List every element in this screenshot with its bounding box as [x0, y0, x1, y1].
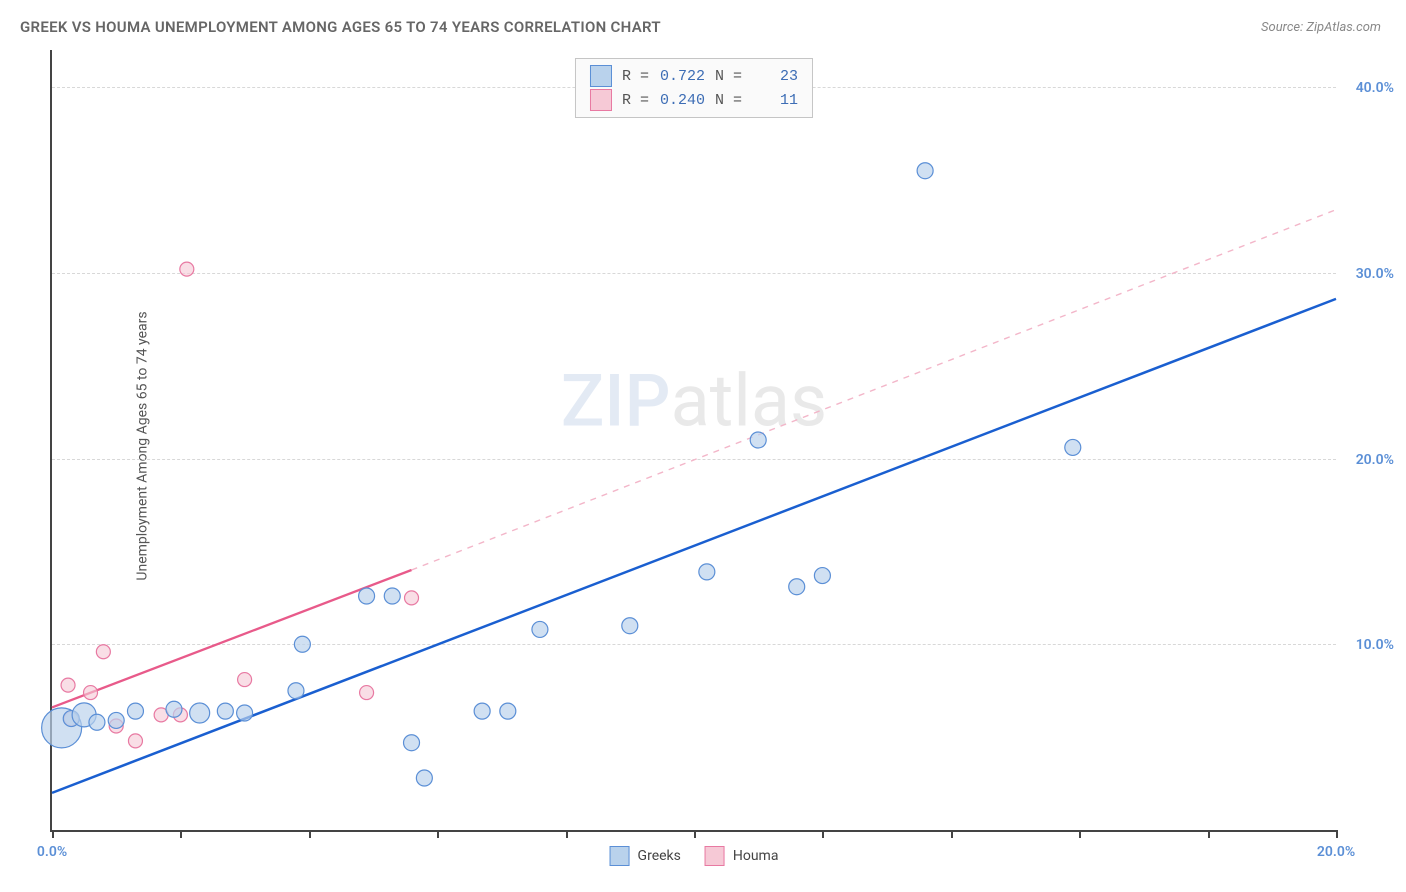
r-value-houma: 0.240: [659, 92, 705, 109]
legend-swatch-houma: [705, 846, 725, 866]
chart-title: GREEK VS HOUMA UNEMPLOYMENT AMONG AGES 6…: [20, 18, 661, 36]
data-point-greeks: [474, 703, 490, 719]
x-tick-label: 20.0%: [1317, 844, 1355, 860]
bottom-legend: Greeks Houma: [610, 846, 779, 866]
data-point-greeks: [127, 703, 143, 719]
x-tick: [437, 830, 439, 838]
data-point-greeks: [814, 568, 830, 584]
data-point-greeks: [384, 588, 400, 604]
stats-legend-row: R = 0.722 N = 23: [590, 65, 798, 87]
data-point-houma: [128, 734, 142, 748]
data-point-greeks: [789, 579, 805, 595]
data-point-greeks: [532, 621, 548, 637]
data-point-houma: [180, 262, 194, 276]
data-point-houma: [405, 591, 419, 605]
data-point-greeks: [294, 636, 310, 652]
trend-line: [412, 210, 1336, 570]
data-point-greeks: [500, 703, 516, 719]
x-tick: [309, 830, 311, 838]
y-tick-label: 10.0%: [1356, 637, 1394, 653]
data-point-greeks: [699, 564, 715, 580]
data-point-houma: [96, 645, 110, 659]
n-value-greeks: 23: [752, 68, 798, 85]
x-tick: [566, 830, 568, 838]
data-point-houma: [61, 678, 75, 692]
data-point-greeks: [416, 770, 432, 786]
data-point-greeks: [190, 703, 210, 723]
data-point-greeks: [166, 701, 182, 717]
y-tick-label: 20.0%: [1356, 452, 1394, 468]
legend-item-houma: Houma: [705, 846, 779, 866]
x-tick: [951, 830, 953, 838]
legend-swatch-greeks: [610, 846, 630, 866]
data-point-greeks: [622, 618, 638, 634]
scatter-svg: [52, 50, 1336, 830]
x-tick: [1208, 830, 1210, 838]
stats-legend-row: R = 0.240 N = 11: [590, 89, 798, 111]
source-label: Source: ZipAtlas.com: [1261, 20, 1381, 35]
x-tick: [822, 830, 824, 838]
x-tick: [694, 830, 696, 838]
data-point-greeks: [917, 163, 933, 179]
data-point-houma: [238, 673, 252, 687]
r-value-greeks: 0.722: [659, 68, 705, 85]
data-point-greeks: [359, 588, 375, 604]
data-point-greeks: [750, 432, 766, 448]
data-point-greeks: [108, 712, 124, 728]
legend-item-greeks: Greeks: [610, 846, 681, 866]
data-point-greeks: [404, 735, 420, 751]
x-tick: [1336, 830, 1338, 838]
y-tick-label: 40.0%: [1356, 80, 1394, 96]
stats-legend: R = 0.722 N = 23 R = 0.240 N = 11: [575, 58, 813, 118]
x-tick: [180, 830, 182, 838]
trend-line: [52, 570, 412, 707]
data-point-greeks: [89, 714, 105, 730]
data-point-greeks: [288, 683, 304, 699]
x-tick-label: 0.0%: [37, 844, 67, 860]
plot-area: ZIPatlas 10.0%20.0%30.0%40.0% R = 0.722 …: [50, 50, 1336, 832]
legend-swatch-houma: [590, 89, 612, 111]
data-point-greeks: [1065, 439, 1081, 455]
legend-swatch-greeks: [590, 65, 612, 87]
correlation-chart: GREEK VS HOUMA UNEMPLOYMENT AMONG AGES 6…: [0, 0, 1406, 892]
data-point-houma: [84, 686, 98, 700]
data-point-greeks: [237, 705, 253, 721]
x-tick: [1079, 830, 1081, 838]
data-point-greeks: [217, 703, 233, 719]
x-tick: [52, 830, 54, 838]
y-tick-label: 30.0%: [1356, 266, 1394, 282]
n-value-houma: 11: [752, 92, 798, 109]
data-point-houma: [360, 686, 374, 700]
